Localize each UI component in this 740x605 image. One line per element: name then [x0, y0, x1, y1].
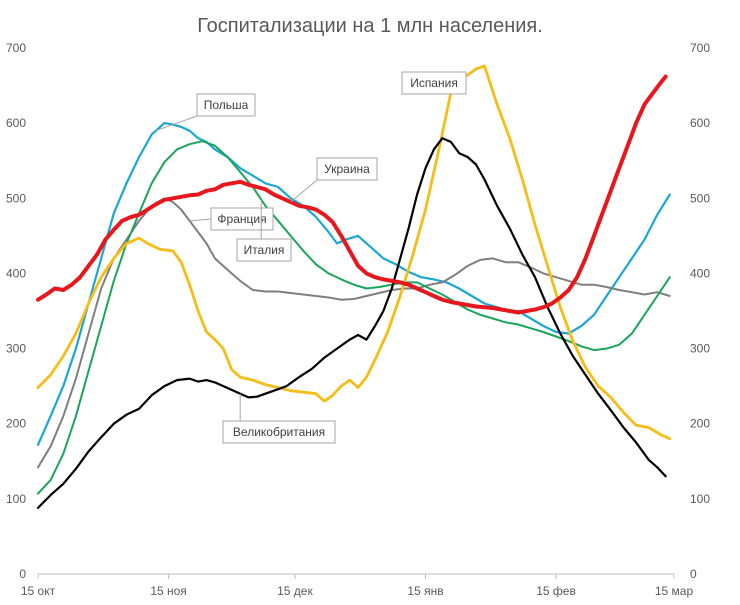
- y-tick-label-left: 100: [6, 492, 26, 506]
- y-tick-label-right: 500: [690, 191, 710, 205]
- callout-box: [210, 207, 274, 231]
- callout-box: [316, 157, 378, 181]
- series-line-5: [36, 74, 668, 315]
- y-tick-label-right: 400: [690, 266, 710, 280]
- callout-label: Франция: [217, 212, 266, 226]
- callout-box: [236, 238, 292, 262]
- x-tick-label: 15 фев: [536, 584, 576, 598]
- y-tick-label-right: 200: [690, 417, 710, 431]
- chart-title: Госпитализации на 1 млн населения.: [197, 15, 543, 37]
- callouts-group: Польша Украина Франция Италия Испания Великоб…: [155, 71, 467, 444]
- series-line-1: [37, 197, 671, 469]
- y-tick-label-right: 600: [690, 116, 710, 130]
- x-tick-label: 15 окт: [21, 584, 56, 598]
- callout-label: Польша: [204, 98, 249, 112]
- callout-label: Украина: [324, 162, 370, 176]
- y-tick-label-left: 400: [6, 266, 26, 280]
- y-tick-label-left: 600: [6, 116, 26, 130]
- callout-label: Великобритания: [233, 425, 325, 439]
- x-tick-label: 15 ноя: [150, 584, 186, 598]
- y-tick-label-left: 500: [6, 191, 26, 205]
- series-line-3: [36, 64, 672, 441]
- y-tick-label-left: 700: [6, 41, 26, 55]
- y-tick-label-left: 0: [19, 567, 26, 581]
- series-line-4: [36, 137, 667, 509]
- y-tick-label-right: 700: [690, 41, 710, 55]
- y-tick-label-right: 300: [690, 342, 710, 356]
- callout-box: [222, 420, 336, 444]
- series-line-2: [37, 140, 671, 495]
- callout-label: Испания: [410, 76, 458, 90]
- callout-label: Италия: [244, 243, 285, 257]
- x-tick-label: 15 янв: [407, 584, 443, 598]
- series-line-0: [36, 122, 671, 446]
- series-group: [36, 64, 672, 509]
- y-tick-label-right: 0: [690, 567, 697, 581]
- callout-leader: [290, 179, 318, 203]
- y-tick-label-right: 100: [690, 492, 710, 506]
- x-tick-label: 15 мар: [655, 584, 694, 598]
- callout-box: [196, 93, 256, 117]
- x-tick-label: 15 дек: [277, 584, 313, 598]
- y-tick-label-left: 300: [6, 342, 26, 356]
- y-tick-label-left: 200: [6, 417, 26, 431]
- callout-leader: [189, 218, 212, 222]
- callout-leader: [155, 115, 198, 132]
- callout-box: [401, 71, 467, 95]
